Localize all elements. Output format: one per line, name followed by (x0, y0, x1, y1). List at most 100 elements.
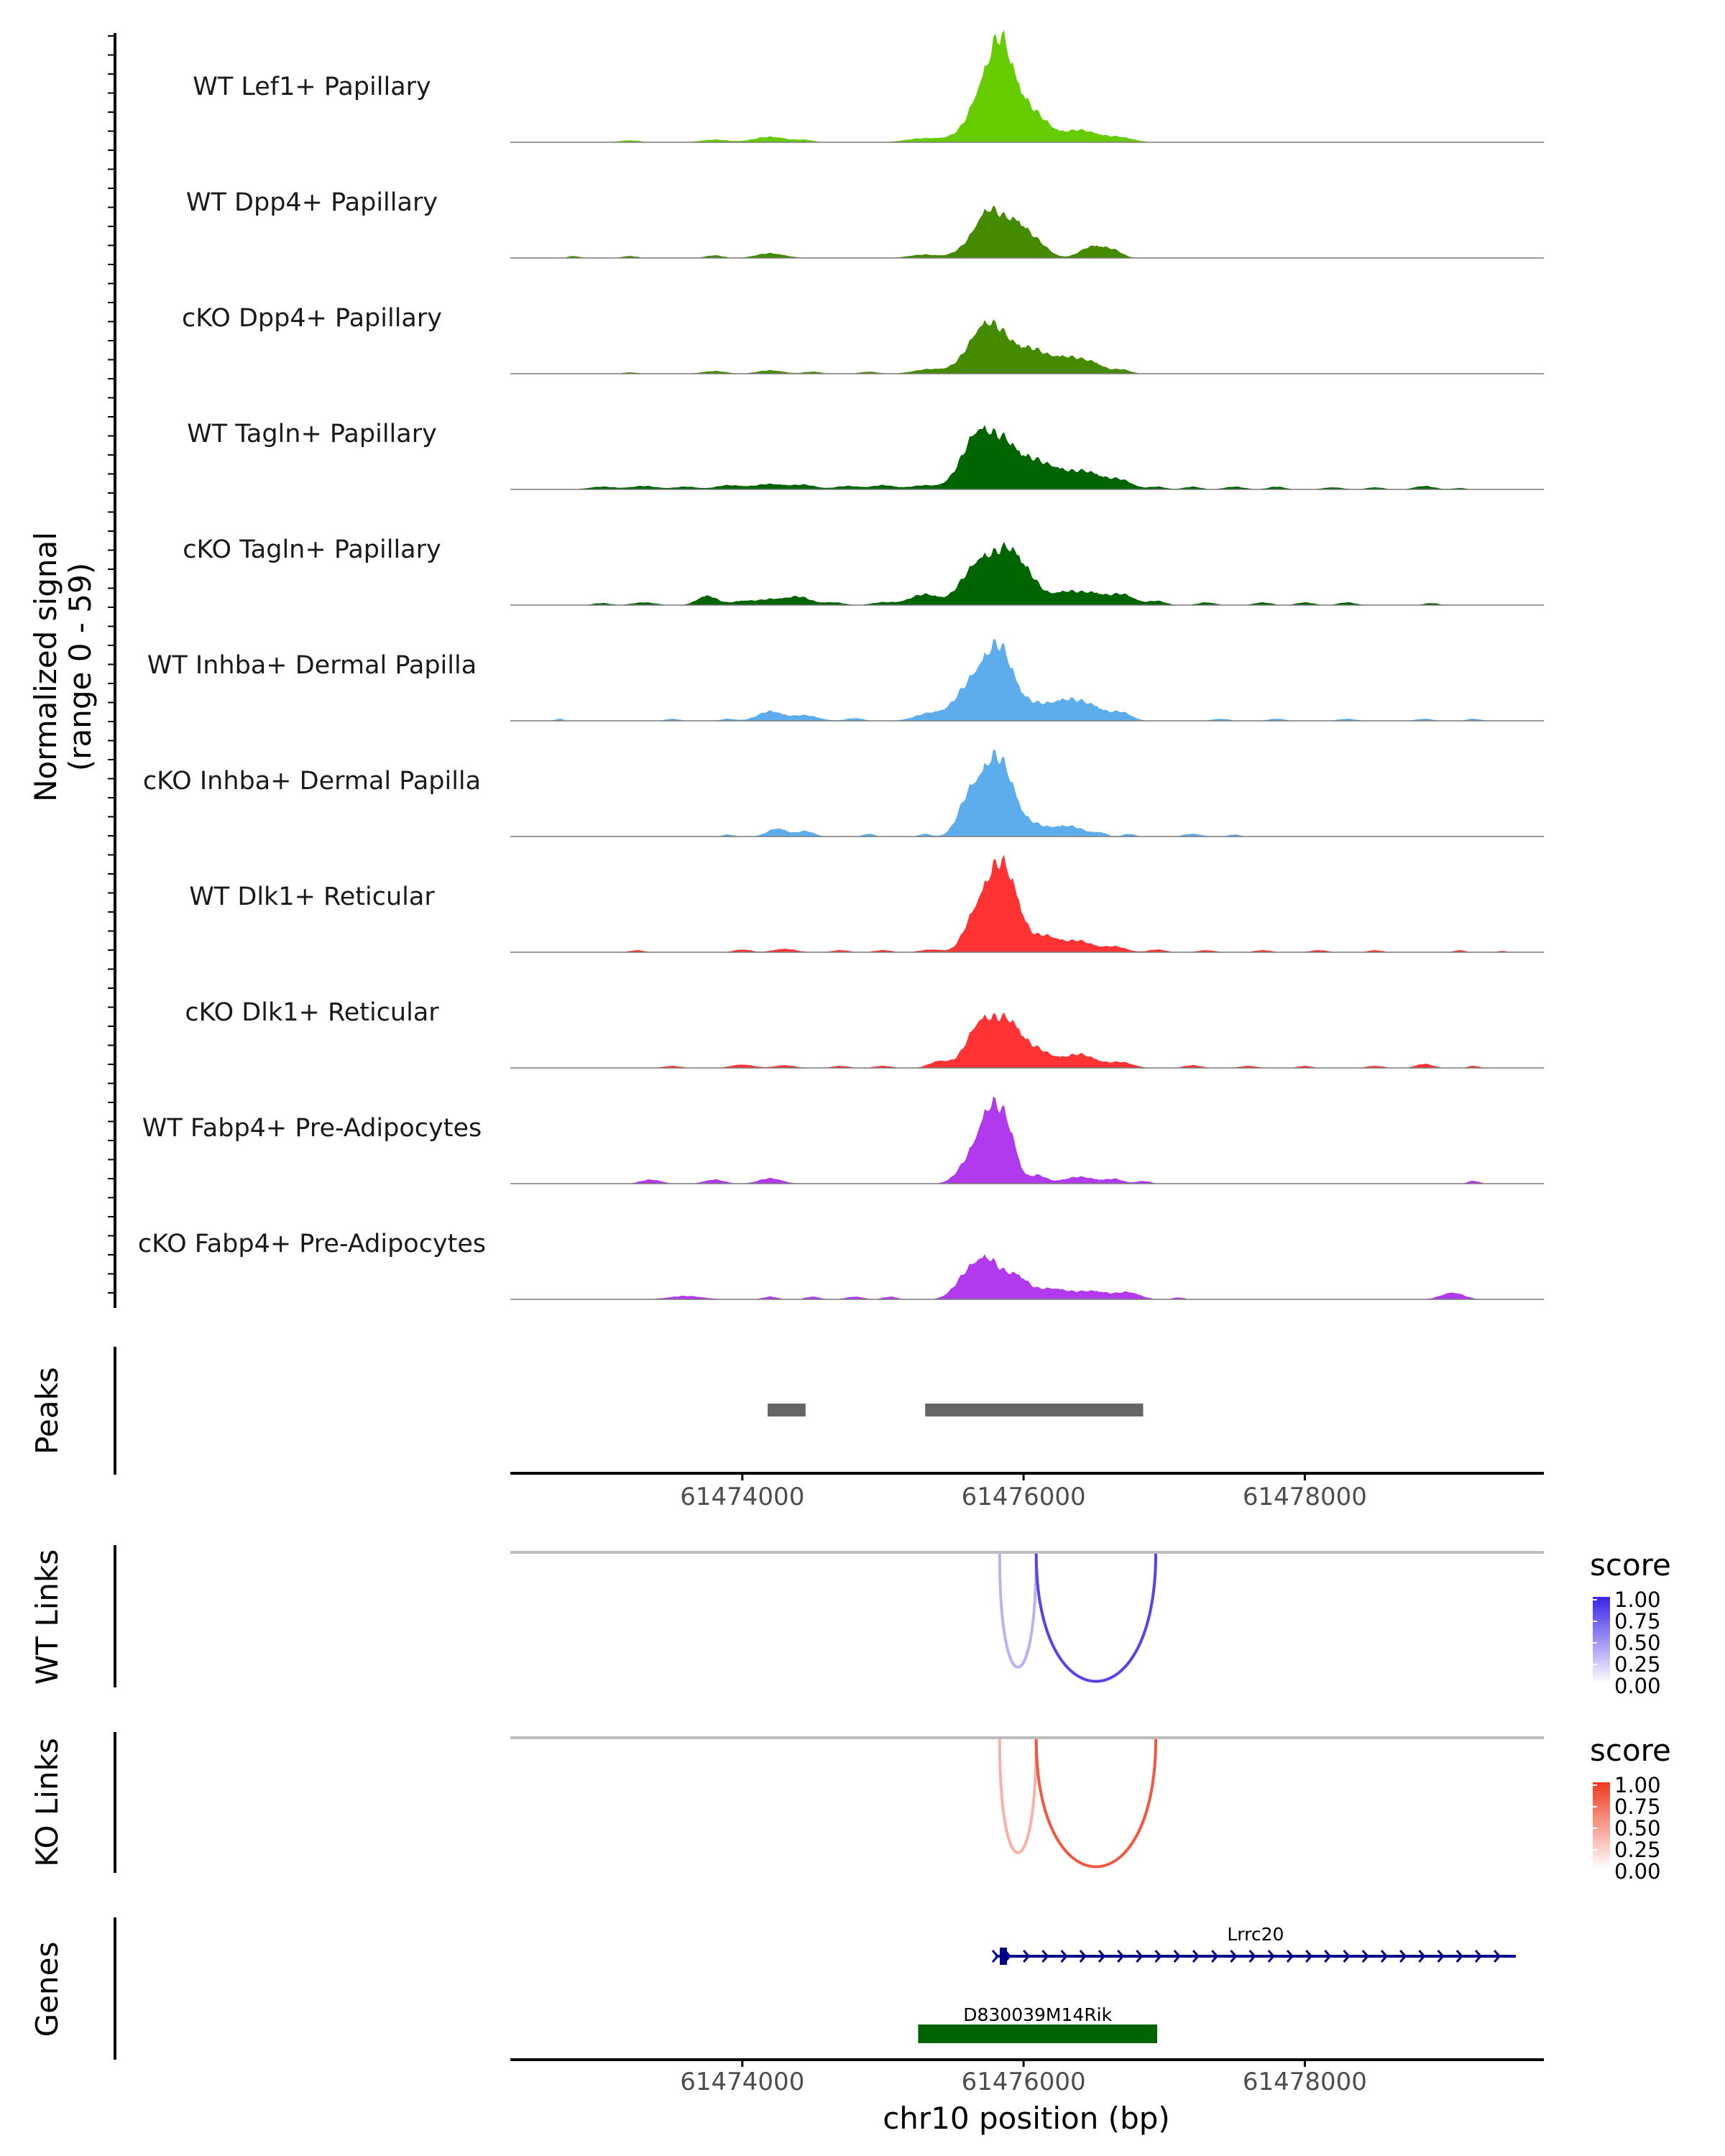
ko-links-section: KO Links score 1.000.750.500.250.00 (29, 1732, 1671, 1884)
coverage-track: WT Inhba+ Dermal Papilla (147, 639, 1544, 722)
legend-tick-label: 0.75 (1614, 1609, 1661, 1634)
coverage-track: cKO Fabp4+ Pre-Adipocytes (138, 1230, 1544, 1300)
legend-tick-label: 1.00 (1614, 1773, 1661, 1797)
track-label: cKO Fabp4+ Pre-Adipocytes (138, 1230, 486, 1258)
ko-links-arcs (998, 1738, 1157, 1869)
gene-exon (1000, 1948, 1007, 1965)
x-tick-label: 61478000 (1243, 1483, 1367, 1511)
strand-arrow (1230, 1950, 1238, 1963)
x-tick-label: 61478000 (1243, 2068, 1367, 2096)
coverage-axis-title-line2: (range 0 - 59) (63, 563, 98, 771)
coverage-track: WT Dpp4+ Papillary (186, 188, 1544, 259)
coverage-track: cKO Dpp4+ Papillary (182, 304, 1544, 374)
strand-arrow (1060, 1950, 1068, 1963)
legend-tick-label: 0.50 (1614, 1816, 1661, 1841)
strand-arrow (1003, 1950, 1011, 1963)
coverage-track: WT Lef1+ Papillary (193, 30, 1544, 143)
strand-arrow (1380, 1950, 1388, 1963)
strand-arrow (1267, 1950, 1275, 1963)
strand-arrow (1211, 1950, 1219, 1963)
strand-arrow (1173, 1950, 1181, 1963)
coverage-area (510, 425, 1544, 489)
legend-tick-label: 0.00 (1614, 1859, 1661, 1884)
strand-arrow (1117, 1950, 1125, 1963)
legend-tick-label: 0.25 (1614, 1838, 1661, 1862)
legend-tick-label: 0.25 (1614, 1652, 1661, 1677)
strand-arrow (1136, 1950, 1144, 1963)
strand-arrow (1154, 1950, 1162, 1963)
link-arc (1034, 1553, 1157, 1683)
gene-lrrc20: Lrrc20 (991, 1924, 1516, 1965)
x-tick-label: 61474000 (680, 2068, 804, 2096)
link-arc (1034, 1738, 1157, 1869)
strand-arrow (1324, 1950, 1332, 1963)
track-label: cKO Inhba+ Dermal Papilla (143, 767, 481, 796)
legend-tick-label: 1.00 (1614, 1588, 1661, 1612)
coverage-track: WT Tagln+ Papillary (187, 420, 1544, 490)
strand-arrow (1041, 1950, 1049, 1963)
coverage-area (510, 639, 1544, 721)
coverage-axis-title-line1: Normalized signal (28, 532, 63, 802)
genes-section: Genes Lrrc20 D830039M14Rik 61474000 614760… (29, 1917, 1544, 2136)
ko-legend-title: score (1590, 1733, 1671, 1768)
coverage-area (510, 319, 1544, 374)
strand-arrow (1192, 1950, 1200, 1963)
strand-arrow (1248, 1950, 1256, 1963)
track-label: cKO Dpp4+ Papillary (182, 304, 442, 333)
peak-regions (768, 1404, 1144, 1416)
wt-links-section: WT Links score 1.000.750.500.250.00 (29, 1545, 1671, 1698)
strand-arrow (1343, 1950, 1351, 1963)
peak-region (768, 1404, 806, 1416)
link-arc (998, 1553, 1038, 1669)
coverage-area (510, 854, 1544, 952)
x-axis-title: chr10 position (bp) (883, 2101, 1170, 2136)
genes-panel-label: Genes (29, 1942, 65, 2037)
coverage-y-ticks (108, 35, 115, 1294)
peaks-panel-label: Peaks (29, 1367, 65, 1455)
wt-legend-title: score (1590, 1547, 1671, 1583)
wt-legend-ticks: 1.000.750.500.250.00 (1593, 1588, 1661, 1698)
gene-models: Lrrc20 D830039M14Rik (918, 1924, 1516, 2043)
wt-legend-colorbar (1593, 1597, 1610, 1683)
track-label: WT Dlk1+ Reticular (189, 883, 435, 911)
coverage-tracks: WT Lef1+ Papillary WT Dpp4+ Papillary cKO … (138, 30, 1544, 1300)
coverage-area (510, 30, 1544, 142)
strand-arrow (991, 1950, 999, 1963)
coverage-area (510, 205, 1544, 258)
track-label: WT Tagln+ Papillary (187, 420, 437, 448)
peaks-section: Peaks 61474000 61476000 61478000 (29, 1347, 1544, 1511)
track-label: WT Lef1+ Papillary (193, 73, 431, 101)
coverage-track: WT Dlk1+ Reticular (189, 854, 1544, 953)
strand-arrow (1098, 1950, 1105, 1963)
x-tick-label: 61476000 (962, 2068, 1086, 2096)
legend-tick-label: 0.00 (1614, 1674, 1661, 1698)
coverage-area (510, 1096, 1544, 1184)
wt-links-panel-label: WT Links (29, 1549, 65, 1685)
x-tick-label: 61476000 (962, 1483, 1086, 1511)
coverage-area (510, 749, 1544, 837)
ko-legend-ticks: 1.000.750.500.250.00 (1593, 1773, 1661, 1884)
gene-label: D830039M14Rik (963, 2004, 1112, 2025)
ko-links-panel-label: KO Links (29, 1738, 65, 1867)
track-label: WT Fabp4+ Pre-Adipocytes (142, 1114, 482, 1143)
coverage-area (510, 1254, 1544, 1299)
strand-arrow (1474, 1950, 1482, 1963)
genes-x-ticks: 61474000 61476000 61478000 (680, 2060, 1367, 2096)
gene-d830039m14rik: D830039M14Rik (918, 2004, 1157, 2043)
coverage-area (510, 541, 1544, 605)
strand-arrow (1437, 1950, 1445, 1963)
track-label: WT Inhba+ Dermal Papilla (147, 651, 477, 680)
wt-links-arcs (998, 1553, 1157, 1683)
track-label: cKO Tagln+ Papillary (183, 535, 441, 564)
strand-arrow (1079, 1950, 1087, 1963)
coverage-track: cKO Dlk1+ Reticular (185, 998, 1544, 1069)
gene-label: Lrrc20 (1227, 1924, 1284, 1945)
legend-tick-label: 0.50 (1614, 1631, 1661, 1655)
coverage-section: WT Lef1+ Papillary WT Dpp4+ Papillary cKO … (28, 30, 1544, 1308)
gene-exon (918, 2024, 1157, 2043)
strand-arrow (1494, 1950, 1501, 1963)
strand-arrow (1305, 1950, 1313, 1963)
coverage-track: WT Fabp4+ Pre-Adipocytes (142, 1096, 1544, 1184)
peaks-x-ticks: 61474000 61476000 61478000 (680, 1473, 1367, 1511)
strand-arrow (1023, 1950, 1031, 1963)
